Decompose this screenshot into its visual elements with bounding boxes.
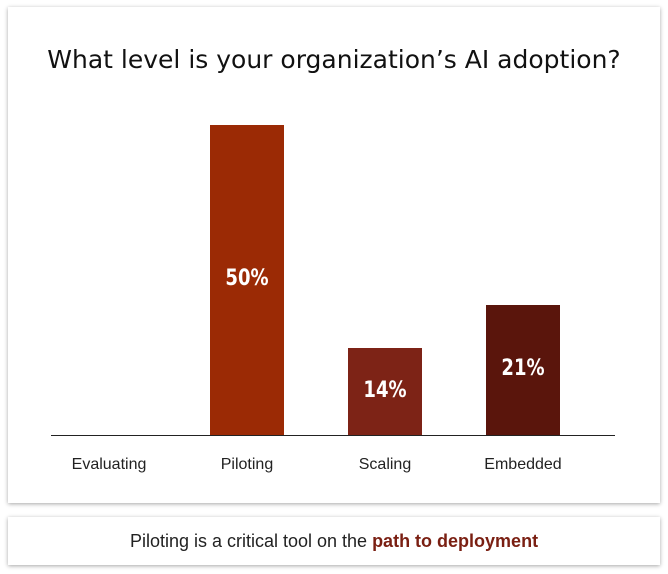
bar-piloting bbox=[210, 125, 284, 435]
footer-banner: Piloting is a critical tool on the path … bbox=[8, 517, 660, 565]
bar-value-label-embedded: 21% bbox=[501, 355, 545, 381]
x-axis-baseline bbox=[51, 435, 615, 436]
bar-value-label-scaling: 14% bbox=[363, 377, 407, 403]
plot-area: Evaluating 50% Piloting 14% Scaling 21% Embedd… bbox=[8, 7, 660, 503]
category-label-embedded: Embedded bbox=[484, 456, 562, 473]
chart-title: What level is your organization’s AI ado… bbox=[47, 45, 621, 74]
bar-embedded bbox=[486, 304, 560, 435]
category-label-scaling: Scaling bbox=[358, 456, 412, 473]
category-label-piloting: Piloting bbox=[220, 456, 274, 473]
chart-card: What level is your organization’s AI ado… bbox=[8, 7, 660, 503]
bar-value-label-piloting: 50% bbox=[225, 266, 269, 291]
footer-text: Piloting is a critical tool on the bbox=[129, 530, 368, 551]
bar-scaling bbox=[348, 348, 422, 435]
category-label-evaluating: Evaluating bbox=[71, 456, 147, 473]
footer-highlight: path to deployment bbox=[372, 530, 539, 551]
